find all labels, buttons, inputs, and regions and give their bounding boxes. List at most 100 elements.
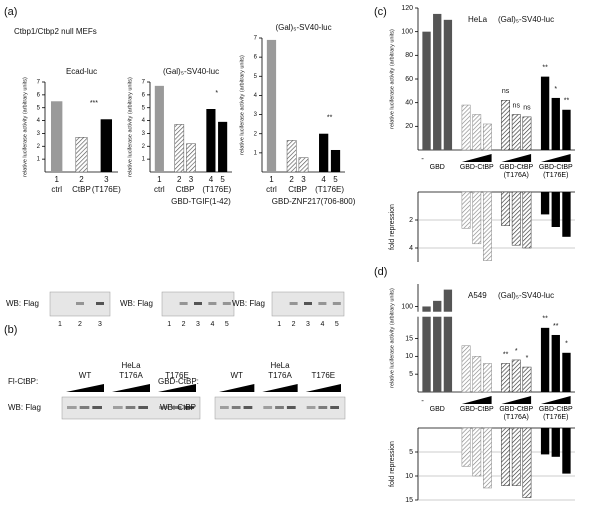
y-tick-label: 2 [37, 144, 41, 150]
bar [511, 359, 521, 393]
bar [501, 427, 510, 486]
blot-band [138, 406, 148, 409]
bar [501, 100, 510, 151]
group-label: GBD-CtBP [459, 406, 494, 413]
group-label: GBD-CtBP (T176A) [499, 406, 534, 421]
significance: *** [90, 100, 98, 107]
bar [266, 39, 277, 172]
bar [562, 352, 571, 392]
bar [298, 157, 309, 173]
y-axis-label: fold repression [389, 204, 396, 250]
bar [433, 300, 442, 392]
blot-band [231, 406, 241, 409]
bar [461, 345, 471, 393]
bar [461, 191, 471, 229]
blot-band [263, 406, 273, 409]
y-tick-label: 4 [37, 118, 41, 124]
control-label: - [421, 154, 424, 163]
y-tick-label: 40 [405, 100, 413, 107]
lane-label: 2 [78, 321, 82, 328]
y-tick-label: 20 [405, 123, 413, 130]
blot-band [243, 406, 253, 409]
bar [551, 428, 560, 457]
dose-ramp [501, 396, 532, 404]
chart-title: (Gal)₅-SV40-luc [498, 291, 554, 300]
y-tick-label: 80 [405, 52, 413, 59]
significance: ** [553, 323, 559, 330]
y-tick-label: 1 [142, 157, 146, 163]
y-tick-label: 6 [37, 92, 41, 98]
bar [472, 356, 482, 393]
lane-label: 5 [335, 321, 339, 328]
bar [483, 123, 492, 151]
group-label: T176A [119, 371, 143, 380]
blot-band [286, 406, 296, 409]
bar [562, 109, 571, 150]
blot-label: WB: Flag [120, 299, 153, 308]
bar [154, 85, 164, 172]
bar [422, 31, 431, 151]
blot-band [332, 302, 341, 305]
header: Ctbp1/Ctbp2 null MEFs [14, 27, 97, 36]
y-tick-label: 5 [142, 105, 146, 111]
blot-label: WB: Flag [232, 299, 265, 308]
bar [511, 114, 521, 151]
dose-ramp [262, 384, 298, 392]
lane-label: 1 [157, 175, 162, 184]
lane-label: 4 [210, 321, 214, 328]
lane-label: 4 [209, 175, 214, 184]
dose-ramp [66, 384, 104, 392]
lane-label: 1 [277, 321, 281, 328]
group-label-box: GBD-CtBP (T176A) [499, 406, 534, 421]
group-label-box: GBD-CtBP (T176E) [539, 164, 573, 179]
y-tick-label: 2 [142, 144, 146, 150]
bar [330, 149, 341, 172]
lane-label: 2 [182, 321, 186, 328]
group-label-box: GBD-CtBP [460, 164, 494, 171]
chart-title: (Gal)₅-SV40-luc [275, 23, 331, 32]
series-label: ctrl [51, 185, 62, 194]
chart-title: (Gal)₅-SV40-luc [498, 15, 554, 24]
lane-label: 5 [225, 321, 229, 328]
y-tick-label: 5 [409, 371, 413, 378]
bar [443, 289, 453, 392]
significance: * [565, 341, 568, 348]
group-label-box: GBD [429, 164, 445, 171]
blot-label: WB: CtBP [160, 403, 196, 412]
group-label: GBD [429, 164, 445, 171]
bar [551, 334, 560, 392]
bar [522, 116, 532, 151]
bar [472, 191, 482, 245]
blot-band [304, 302, 312, 305]
bar [551, 192, 560, 227]
axis-break [414, 311, 571, 317]
y-tick-label: 3 [37, 131, 41, 137]
dose-ramp [540, 154, 571, 162]
cell-line: HeLa [121, 361, 141, 370]
lane-label: 2 [79, 175, 84, 184]
blot-band [306, 406, 316, 409]
bar [286, 140, 297, 173]
bar [422, 306, 431, 392]
y-tick-label: 7 [254, 36, 258, 42]
group-label: GBD [429, 406, 445, 413]
y-tick-label: 2 [409, 217, 413, 224]
blot-band [125, 406, 136, 409]
group-label-box: GBD-CtBP (T176E) [539, 406, 573, 421]
construct-label: Fl-CtBP: [8, 377, 38, 386]
blot-band [318, 406, 328, 409]
group-label: WT [230, 371, 243, 380]
significance: ** [327, 115, 333, 122]
group-label-box: GBD-CtBP (T176A) [499, 164, 533, 179]
cell-line: HeLa [468, 15, 488, 24]
bar [522, 191, 532, 249]
blot-band [76, 302, 84, 305]
y-tick-label: 100 [401, 303, 413, 310]
bar [551, 97, 560, 150]
bar [522, 366, 532, 393]
y-tick-label: 3 [254, 112, 258, 118]
bar [206, 109, 216, 172]
bar [562, 428, 571, 474]
dose-ramp [540, 396, 571, 404]
blot-band [179, 302, 188, 305]
